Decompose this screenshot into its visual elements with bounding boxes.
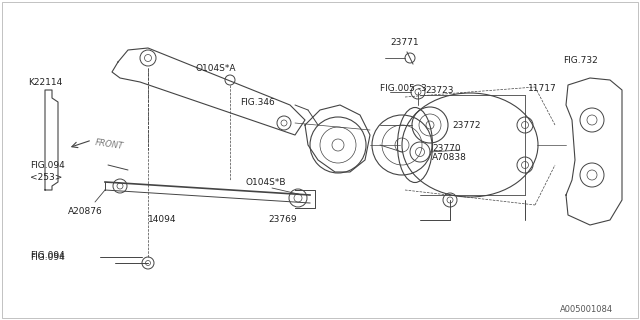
Text: 11717: 11717	[528, 84, 557, 92]
Text: 23770: 23770	[432, 143, 461, 153]
Text: FRONT: FRONT	[95, 139, 125, 151]
Text: FIG.094: FIG.094	[30, 252, 65, 261]
Text: 23769: 23769	[268, 215, 296, 225]
Text: <253>: <253>	[30, 172, 62, 181]
Text: K22114: K22114	[28, 77, 62, 86]
Text: 23723: 23723	[425, 85, 454, 94]
Text: 23771: 23771	[390, 37, 419, 46]
Text: 23772: 23772	[452, 121, 481, 130]
Text: FIG.094: FIG.094	[30, 252, 65, 260]
Text: A20876: A20876	[68, 207, 103, 217]
Text: A70838: A70838	[432, 153, 467, 162]
Text: FIG.346: FIG.346	[240, 98, 275, 107]
Text: FIG.094: FIG.094	[30, 161, 65, 170]
Text: FIG.732: FIG.732	[563, 55, 597, 65]
Text: FIG.005 -3: FIG.005 -3	[380, 84, 427, 92]
Text: 14094: 14094	[148, 215, 177, 225]
Text: A005001084: A005001084	[560, 306, 613, 315]
Text: O104S*A: O104S*A	[195, 63, 236, 73]
Text: O104S*B: O104S*B	[245, 178, 285, 187]
